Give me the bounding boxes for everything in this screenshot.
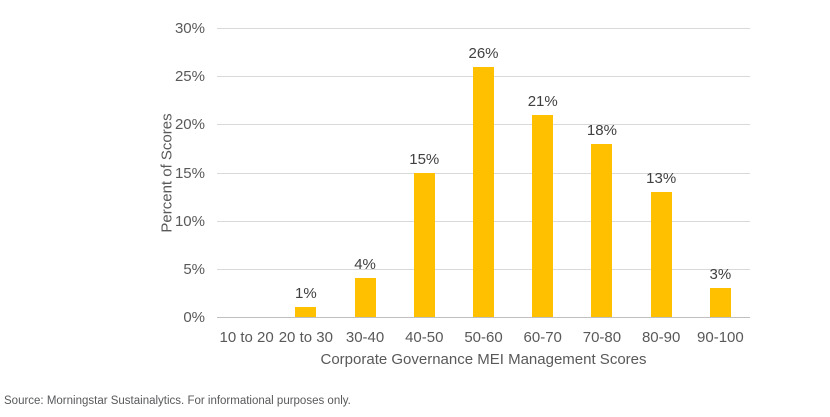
bar-50-60: [473, 66, 494, 317]
bar-70-80: [591, 143, 613, 317]
y-axis-ticks: 0% 5% 10% 15% 20% 25% 30%: [0, 20, 205, 326]
bar-20-to-30: [295, 307, 317, 317]
bar-value-label: 21%: [527, 92, 558, 110]
bar-90-100: [709, 288, 731, 317]
bar-80-90: [650, 191, 672, 317]
bar-value-label: 26%: [468, 44, 499, 62]
bar-40-50: [413, 172, 435, 317]
source-note: Source: Morningstar Sustainalytics. For …: [4, 395, 351, 407]
x-tick-label: 20 to 30: [278, 329, 333, 346]
x-axis-title: Corporate Governance MEI Management Scor…: [320, 351, 647, 368]
bar-30-40: [354, 278, 376, 317]
y-tick-label: 0%: [183, 309, 205, 326]
x-tick-label: 50-60: [464, 329, 503, 346]
bar-60-70: [532, 114, 554, 317]
bar-value-label: 18%: [586, 121, 617, 139]
x-tick-label: 60-70: [523, 329, 562, 346]
x-tick-label: 40-50: [405, 329, 444, 346]
x-axis-ticks: 10 to 20 20 to 30 30-40 40-50 50-60 60-70 70-8…: [217, 329, 750, 349]
y-tick-label: 5%: [183, 260, 205, 278]
x-tick-label: 90-100: [697, 329, 744, 346]
plot-area: 1% 4% 15% 26% 21% 18% 13% 3%: [217, 28, 750, 318]
y-tick-label: 30%: [174, 20, 205, 37]
bar-value-label: 1%: [294, 285, 317, 303]
y-tick-label: 10%: [174, 212, 205, 230]
gridline: [217, 28, 750, 29]
x-tick-label: 30-40: [345, 329, 385, 346]
y-tick-label: 25%: [174, 68, 205, 86]
y-tick-label: 15%: [174, 164, 205, 182]
x-tick-label: 10 to 20: [219, 329, 274, 346]
bar-value-label: 3%: [709, 266, 732, 284]
bar-value-label: 13%: [646, 169, 677, 187]
bar-value-label: 15%: [409, 150, 440, 168]
x-tick-label: 70-80: [582, 329, 622, 346]
x-tick-label: 80-90: [641, 329, 681, 346]
bar-value-label: 4%: [354, 256, 376, 274]
y-tick-label: 20%: [174, 116, 205, 134]
